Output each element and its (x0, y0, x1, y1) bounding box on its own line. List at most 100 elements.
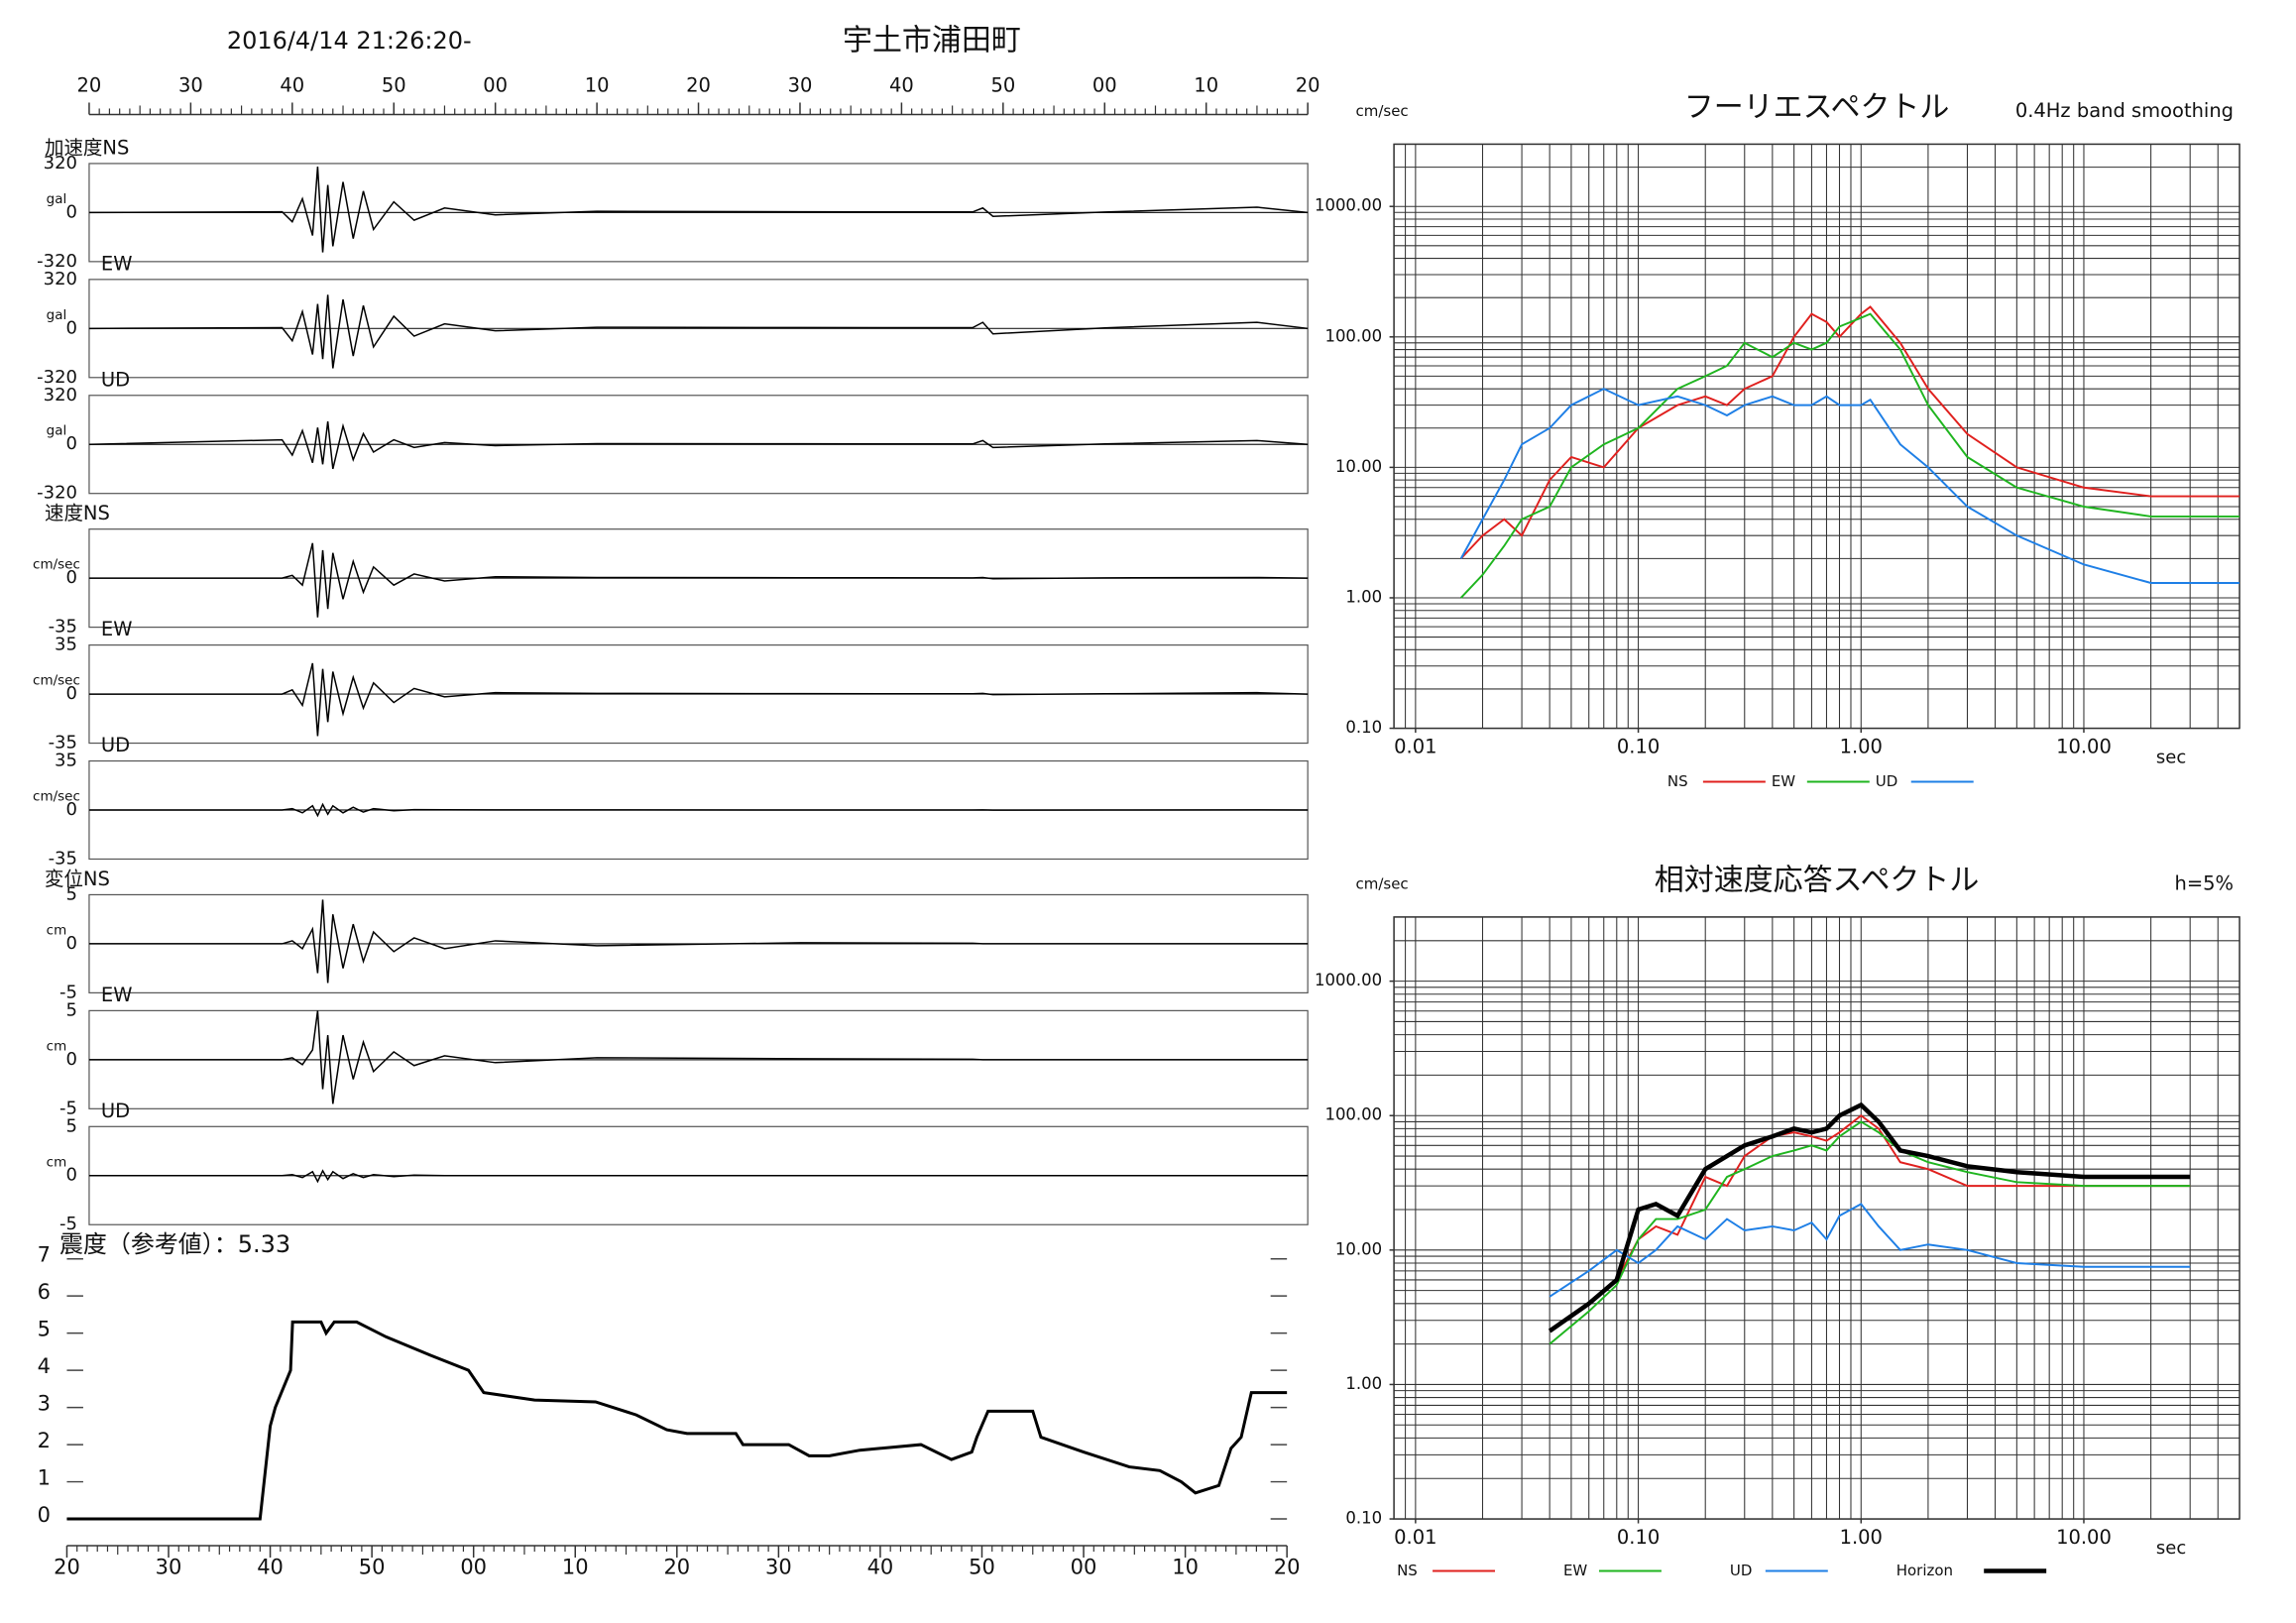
waveform (88, 1010, 1309, 1104)
x-tick-label: 40 (257, 1556, 284, 1579)
trace-label: UD (101, 1100, 130, 1122)
x-tick-label: 50 (969, 1556, 995, 1579)
y-tick-label: 0 (66, 201, 77, 222)
waveform (88, 1169, 1309, 1184)
legend-label: NS (1667, 772, 1688, 790)
y-tick-label: 5 (66, 883, 77, 904)
x-tick-label: 40 (280, 73, 304, 96)
x-tick-label: 30 (156, 1556, 182, 1579)
chart-title: 震度（参考値）：5.33 (59, 1230, 290, 1258)
chart-title: 相対速度応答スペクトル (1655, 863, 1980, 897)
y-tick-label: 0 (66, 799, 77, 820)
x-tick-label: 30 (765, 1556, 792, 1579)
x-tick-label: 20 (1274, 1556, 1301, 1579)
x-tick-label: 20 (77, 73, 102, 96)
x-tick-label: 50 (382, 73, 406, 96)
x-tick-label: 40 (889, 73, 914, 96)
y-tick-label: 6 (38, 1280, 51, 1304)
legend-label: UD (1730, 1562, 1753, 1579)
x-axis-label: sec (2156, 748, 2186, 768)
y-tick-label: 0 (66, 683, 77, 704)
x-tick-label: 20 (1296, 73, 1320, 96)
y-tick-label: -320 (37, 251, 77, 272)
x-tick-label: 20 (663, 1556, 690, 1579)
x-tick-label: 1.00 (1840, 1526, 1883, 1549)
y-tick-label: 35 (55, 635, 77, 655)
y-tick-label: 10.00 (1335, 457, 1382, 476)
intensity-line (66, 1320, 1288, 1521)
x-tick-label: 10 (1194, 73, 1218, 96)
y-tick-label: 1.00 (1345, 1374, 1382, 1393)
x-tick-label: 10.00 (2056, 1526, 2112, 1549)
spectrum-line (1549, 1120, 2191, 1345)
y-tick-label: 1000.00 (1315, 196, 1382, 215)
trace-label: 速度NS (45, 502, 110, 524)
x-tick-label: 0.10 (1617, 736, 1660, 758)
spectrum-line (1548, 1101, 2191, 1333)
x-tick-label: 20 (54, 1556, 80, 1579)
x-tick-label: 00 (460, 1556, 487, 1579)
waveform (88, 662, 1309, 737)
y-tick-label: 0.10 (1345, 1509, 1382, 1528)
y-tick-label: 0 (66, 1165, 77, 1186)
unit-label: cm (47, 1154, 67, 1170)
y-tick-label: -320 (37, 367, 77, 388)
waveform (88, 294, 1309, 369)
y-tick-label: 1.00 (1345, 587, 1382, 606)
x-tick-label: 0.10 (1617, 1526, 1660, 1549)
waveform (88, 166, 1309, 253)
y-tick-label: -35 (49, 733, 77, 754)
legend-label: EW (1563, 1562, 1587, 1579)
y-tick-label: -35 (49, 617, 77, 638)
x-tick-label: 00 (1092, 73, 1117, 96)
y-axis-label: cm/sec (1356, 874, 1409, 892)
y-tick-label: 5 (66, 999, 77, 1020)
y-tick-label: 2 (38, 1429, 51, 1452)
spectrum-line (1459, 388, 2240, 584)
y-tick-label: 5 (66, 1115, 77, 1136)
spectrum-line (1460, 305, 2240, 560)
x-tick-label: 20 (686, 73, 711, 96)
x-tick-label: 10.00 (2056, 736, 2112, 758)
y-tick-label: 0.10 (1345, 718, 1382, 737)
y-tick-label: 10.00 (1335, 1239, 1382, 1258)
spectrum-line (1549, 1114, 2191, 1333)
y-tick-label: 100.00 (1324, 326, 1382, 345)
trace-label: 変位NS (45, 868, 110, 890)
unit-label: cm/sec (33, 557, 80, 573)
y-tick-label: -35 (49, 848, 77, 869)
waveform (88, 899, 1309, 984)
waveform (88, 802, 1309, 818)
trace-label: EW (101, 984, 133, 1006)
spectrum-line (1549, 1203, 2191, 1298)
y-axis-label: cm/sec (1356, 102, 1409, 120)
unit-label: gal (47, 191, 67, 207)
y-tick-label: -320 (37, 483, 77, 504)
y-tick-label: 4 (38, 1354, 51, 1378)
waveform (88, 542, 1309, 618)
x-tick-label: 00 (1071, 1556, 1097, 1579)
unit-label: cm (47, 922, 67, 938)
trace-label: UD (101, 368, 130, 391)
y-tick-label: 5 (38, 1318, 51, 1341)
x-tick-label: 0.01 (1394, 1526, 1436, 1549)
y-tick-label: -5 (59, 982, 77, 1002)
y-tick-label: 1 (38, 1466, 51, 1490)
trace-label: EW (101, 252, 133, 275)
unit-label: gal (47, 307, 67, 323)
y-tick-label: 1000.00 (1315, 971, 1382, 989)
y-tick-label: 320 (44, 385, 77, 406)
unit-label: cm (47, 1038, 67, 1054)
x-tick-label: 10 (1172, 1556, 1199, 1579)
chart-title: フーリエスペクトル (1684, 90, 1950, 125)
spectrum-line (1460, 312, 2240, 599)
x-tick-label: 10 (585, 73, 610, 96)
legend-label: UD (1876, 772, 1898, 790)
y-tick-label: -5 (59, 1214, 77, 1234)
chart-subtitle: 0.4Hz band smoothing (2015, 99, 2234, 122)
y-tick-label: 0 (66, 567, 77, 588)
x-tick-label: 30 (788, 73, 813, 96)
unit-label: cm/sec (33, 789, 80, 805)
